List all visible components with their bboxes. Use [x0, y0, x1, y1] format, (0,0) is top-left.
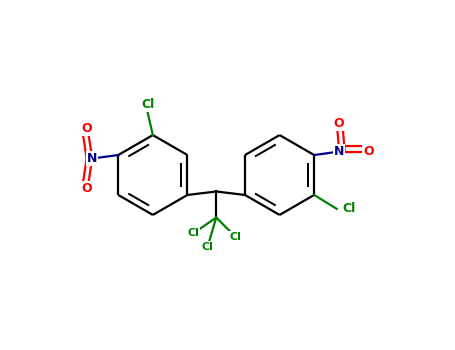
- Text: O: O: [334, 117, 344, 130]
- Text: Cl: Cl: [229, 232, 241, 242]
- Text: N: N: [87, 152, 97, 165]
- Text: N: N: [334, 145, 344, 158]
- Text: Cl: Cl: [141, 98, 154, 111]
- Text: O: O: [364, 145, 374, 158]
- Text: O: O: [81, 122, 92, 135]
- Text: O: O: [81, 182, 92, 195]
- Text: Cl: Cl: [202, 242, 213, 252]
- Text: Cl: Cl: [342, 202, 355, 215]
- Text: Cl: Cl: [188, 228, 200, 238]
